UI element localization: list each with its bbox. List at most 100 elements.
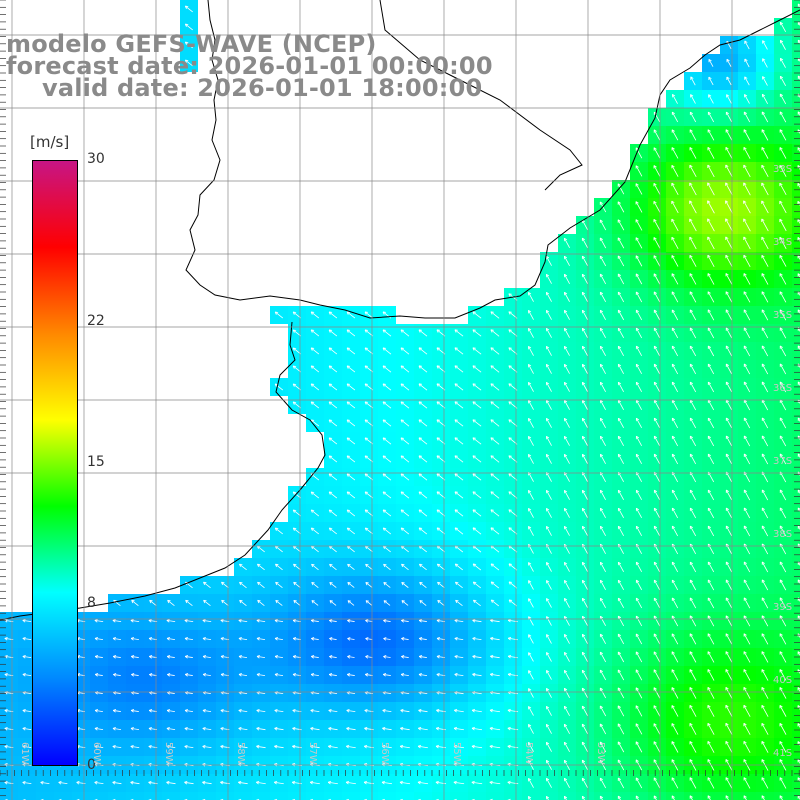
wind-arrow	[382, 365, 392, 373]
wind-arrow	[725, 291, 733, 303]
wind-speed-cell	[774, 792, 792, 800]
wind-arrow	[472, 365, 482, 373]
wind-arrow	[689, 236, 697, 250]
wind-arrow	[725, 309, 733, 321]
wind-arrow	[564, 363, 570, 374]
wind-arrow	[671, 200, 679, 214]
wind-arrow	[563, 255, 570, 266]
wind-arrow	[689, 345, 697, 357]
wind-arrow	[690, 94, 696, 104]
wind-arrow	[581, 273, 588, 285]
wind-speed-cell	[324, 792, 342, 800]
wind-arrow	[346, 455, 356, 463]
wind-arrow	[184, 41, 193, 49]
wind-arrow	[653, 255, 661, 267]
wind-arrow	[546, 309, 552, 320]
wind-arrow	[563, 237, 570, 248]
wind-arrow	[546, 291, 552, 302]
wind-arrow	[617, 201, 625, 213]
wind-arrow	[274, 311, 284, 319]
wind-arrow	[671, 327, 679, 339]
wind-arrow	[546, 381, 552, 392]
wind-arrow	[779, 345, 787, 357]
wind-arrow	[707, 273, 715, 285]
wind-speed-cell	[558, 792, 576, 800]
wind-arrow	[599, 309, 606, 321]
wind-arrow	[761, 111, 769, 123]
latitude-label: 38S	[773, 529, 793, 540]
wind-speed-cell	[792, 72, 800, 90]
wind-arrow	[779, 327, 787, 339]
wind-arrow	[653, 218, 661, 231]
wind-arrow	[653, 147, 661, 159]
wind-arrow	[364, 455, 374, 463]
wind-arrow	[653, 237, 661, 249]
wind-arrow	[364, 347, 374, 355]
wind-arrow	[689, 254, 697, 267]
wind-arrow	[743, 327, 751, 339]
wind-arrow	[635, 237, 643, 249]
wind-arrow	[743, 417, 751, 429]
wind-arrow	[490, 383, 500, 391]
wind-arrow	[418, 365, 428, 373]
wind-arrow	[400, 437, 410, 445]
wind-arrow	[779, 75, 786, 87]
wind-arrow	[418, 401, 428, 409]
wind-arrow	[310, 329, 320, 337]
wind-speed-cell	[342, 792, 360, 800]
wind-speed-cell	[792, 486, 800, 504]
wind-arrow	[364, 311, 374, 319]
wind-arrow	[725, 417, 733, 429]
wind-arrow	[671, 236, 679, 249]
wind-arrow	[689, 291, 697, 303]
wind-arrow	[617, 183, 625, 195]
wind-arrow	[581, 291, 588, 302]
wind-arrow	[671, 417, 679, 429]
wind-arrow	[546, 363, 552, 374]
latitude-label: 36S	[773, 383, 793, 394]
wind-arrow	[797, 417, 800, 423]
wind-arrow	[528, 381, 534, 392]
wind-arrow	[564, 435, 570, 446]
wind-arrow	[546, 273, 552, 284]
wind-arrow	[671, 147, 679, 159]
wind-speed-cell	[792, 360, 800, 378]
wind-arrow	[761, 435, 769, 447]
wind-speed-cell	[792, 180, 800, 198]
wind-arrow	[671, 363, 679, 375]
wind-arrow	[599, 363, 606, 374]
wind-arrow	[418, 419, 428, 427]
wind-arrow	[779, 255, 787, 267]
colorbar-tick-label: 30	[87, 151, 105, 167]
wind-arrow	[707, 327, 715, 339]
wind-speed-cell	[504, 792, 522, 800]
latitude-label: 33S	[773, 164, 793, 175]
wind-arrow	[707, 291, 715, 303]
wind-arrow	[707, 417, 715, 429]
wind-arrow	[743, 200, 751, 214]
wind-arrow	[689, 129, 697, 141]
wind-arrow	[743, 182, 751, 196]
wind-speed-cell	[162, 792, 180, 800]
wind-arrow	[564, 453, 570, 464]
wind-arrow	[617, 237, 625, 249]
wind-arrow	[292, 329, 302, 337]
wind-arrow	[528, 345, 534, 356]
wind-arrow	[364, 473, 374, 481]
longitude-label: 56W	[379, 742, 390, 765]
wind-arrow	[743, 273, 751, 285]
wind-arrow	[779, 21, 786, 33]
wind-speed-cell	[792, 234, 800, 252]
wind-arrow	[671, 164, 679, 177]
wind-speed-cell	[612, 792, 630, 800]
wind-arrow	[780, 39, 786, 50]
wind-arrow	[653, 129, 661, 141]
wind-arrow	[743, 363, 751, 375]
wind-arrow	[689, 453, 697, 465]
wind-arrow	[671, 129, 679, 141]
wind-arrow	[364, 365, 374, 373]
wind-arrow	[779, 200, 787, 214]
wind-arrow	[599, 435, 606, 446]
wind-arrow	[797, 273, 800, 279]
